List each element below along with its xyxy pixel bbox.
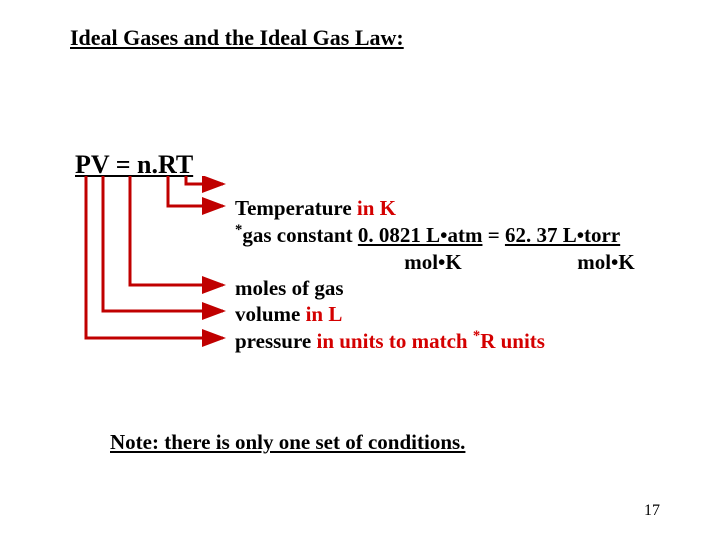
desc-volume-unit: in L	[306, 302, 343, 326]
desc-pressure-unit-pre: in units to match	[316, 329, 472, 353]
desc-volume: volume in L	[235, 301, 671, 327]
desc-gas-constant: *gas constant 0. 0821 L•atm = 62. 37 L•t…	[235, 221, 671, 248]
desc-temperature-unit: in K	[357, 196, 396, 220]
desc-temperature: Temperature in K	[235, 195, 671, 221]
desc-moles: moles of gas	[235, 275, 671, 301]
desc-pressure: pressure in units to match *R units	[235, 327, 671, 354]
gas-constant-label: gas constant	[242, 223, 358, 247]
gas-constant-2-den: mol•K	[541, 249, 671, 275]
variable-descriptions: Temperature in K *gas constant 0. 0821 L…	[235, 195, 671, 355]
page-number: 17	[644, 502, 660, 520]
desc-pressure-unit-post: R units	[480, 329, 545, 353]
gas-constant-2-num: 62. 37 L•torr	[505, 223, 620, 247]
variable-arrows	[75, 176, 255, 376]
desc-pressure-label: pressure	[235, 329, 316, 353]
slide-title-text: Ideal Gases and the Ideal Gas Law:	[70, 25, 404, 50]
slide-note: Note: there is only one set of condition…	[110, 430, 465, 455]
gas-constant-1-den: mol•K	[363, 249, 503, 275]
desc-temperature-label: Temperature	[235, 196, 357, 220]
desc-volume-label: volume	[235, 302, 306, 326]
gas-constant-eq: =	[482, 223, 504, 247]
gas-constant-1-num: 0. 0821 L•atm	[358, 223, 483, 247]
desc-gas-constant-denoms: mol•K mol•K	[235, 249, 671, 275]
spacer	[235, 250, 363, 274]
slide-note-text: Note: there is only one set of condition…	[110, 430, 465, 454]
equation-text: PV = n.RT	[75, 150, 193, 179]
slide-title: Ideal Gases and the Ideal Gas Law:	[70, 25, 404, 51]
